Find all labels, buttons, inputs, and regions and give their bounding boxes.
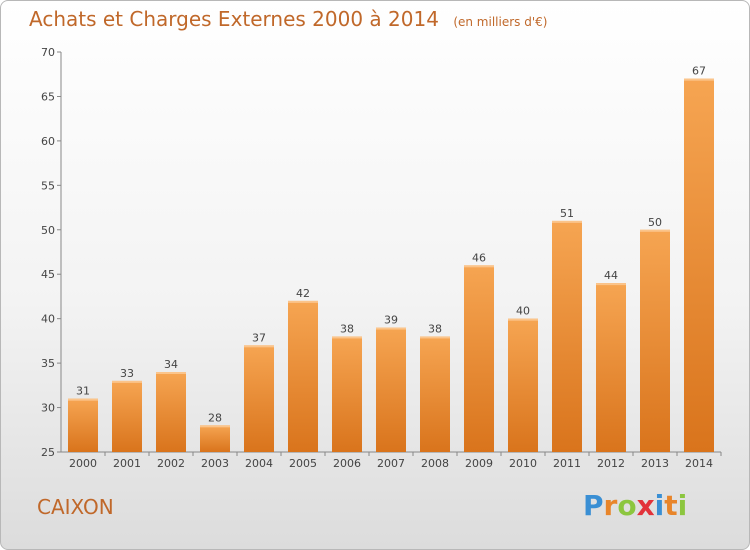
chart-subtitle: (en milliers d'€) [453, 15, 548, 29]
bar [640, 229, 670, 452]
data-label: 42 [296, 287, 310, 300]
bar [112, 380, 142, 452]
bar [156, 372, 186, 452]
data-label: 51 [560, 207, 574, 220]
x-tick-label: 2012 [597, 457, 625, 470]
data-label: 34 [164, 358, 178, 371]
data-label: 67 [692, 65, 706, 78]
bar [376, 327, 406, 452]
bar [332, 336, 362, 452]
x-tick-label: 2003 [201, 457, 229, 470]
x-tick-label: 2001 [113, 457, 141, 470]
x-tick-label: 2005 [289, 457, 317, 470]
bar [200, 425, 230, 452]
y-tick-label: 35 [41, 357, 55, 370]
x-tick-label: 2013 [641, 457, 669, 470]
bar [596, 283, 626, 452]
x-tick-label: 2010 [509, 457, 537, 470]
x-tick-label: 2006 [333, 457, 361, 470]
y-tick-label: 40 [41, 313, 55, 326]
bar [464, 265, 494, 452]
logo-letter: r [603, 489, 618, 522]
bar [244, 345, 274, 452]
data-label: 50 [648, 216, 662, 229]
data-label: 28 [208, 411, 222, 424]
logo-letter: P [583, 489, 604, 522]
x-tick-label: 2009 [465, 457, 493, 470]
x-tick-label: 2008 [421, 457, 449, 470]
y-tick-label: 60 [41, 135, 55, 148]
bar-top-highlight [508, 318, 538, 321]
y-tick-label: 45 [41, 268, 55, 281]
data-label: 39 [384, 314, 398, 327]
data-label: 38 [428, 322, 442, 335]
bar [288, 300, 318, 452]
bar-top-highlight [640, 229, 670, 232]
bar [552, 220, 582, 452]
data-label: 31 [76, 385, 90, 398]
x-tick-label: 2007 [377, 457, 405, 470]
bar-top-highlight [244, 345, 274, 348]
bar [420, 336, 450, 452]
x-tick-label: 2014 [685, 457, 713, 470]
logo-letter: t [664, 489, 678, 522]
bar-top-highlight [596, 283, 626, 286]
bar-top-highlight [332, 336, 362, 339]
bar-top-highlight [552, 220, 582, 223]
proxiti-logo: Proxiti [583, 489, 687, 522]
x-tick-label: 2004 [245, 457, 273, 470]
data-label: 33 [120, 367, 134, 380]
y-tick-label: 55 [41, 179, 55, 192]
logo-letter: i [654, 489, 665, 522]
bar-top-highlight [684, 78, 714, 81]
chart-title-block: Achats et Charges Externes 2000 à 2014 (… [29, 7, 547, 31]
bar [508, 318, 538, 452]
bar-top-highlight [200, 425, 230, 428]
bar-top-highlight [376, 327, 406, 330]
bar [68, 398, 98, 452]
bar-top-highlight [464, 265, 494, 268]
data-label: 37 [252, 331, 266, 344]
data-label: 40 [516, 305, 530, 318]
logo-letter: o [617, 489, 637, 522]
bar-top-highlight [68, 398, 98, 401]
bar [684, 78, 714, 453]
data-label: 46 [472, 251, 486, 264]
x-tick-label: 2000 [69, 457, 97, 470]
y-tick-label: 50 [41, 224, 55, 237]
x-tick-label: 2011 [553, 457, 581, 470]
x-tick-label: 2002 [157, 457, 185, 470]
y-tick-label: 25 [41, 446, 55, 459]
logo-letter: x [636, 489, 655, 522]
bar-top-highlight [420, 336, 450, 339]
y-tick-label: 70 [41, 46, 55, 59]
bar-top-highlight [112, 380, 142, 383]
y-tick-label: 65 [41, 90, 55, 103]
commune-name: CAIXON [37, 495, 114, 519]
bar-top-highlight [156, 372, 186, 374]
data-label: 44 [604, 269, 618, 282]
y-tick-label: 30 [41, 402, 55, 415]
logo-letter: i [677, 489, 688, 522]
chart-title: Achats et Charges Externes 2000 à 2014 [29, 7, 439, 31]
bar-top-highlight [288, 300, 318, 303]
data-label: 38 [340, 322, 354, 335]
